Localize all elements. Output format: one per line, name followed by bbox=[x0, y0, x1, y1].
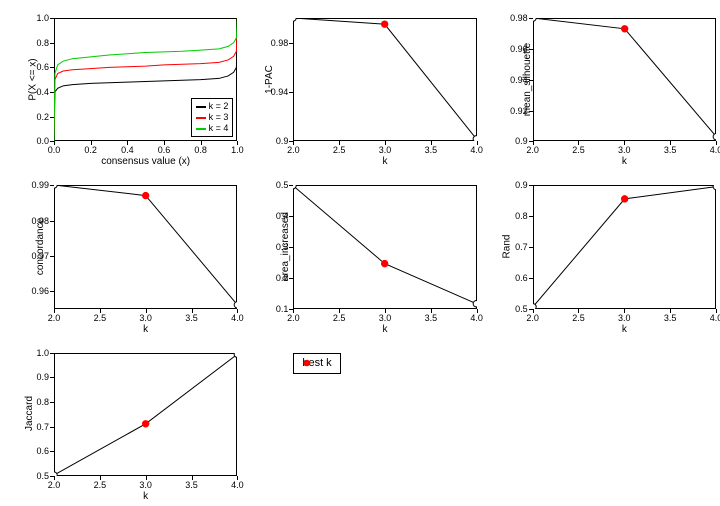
y-axis-label: area_increased bbox=[280, 212, 291, 281]
metric-panel-mean-silhouette: 2.02.53.03.54.00.90.920.940.960.98kmean_… bbox=[489, 10, 720, 171]
ecdf-legend: k = 2k = 3k = 4 bbox=[191, 98, 234, 137]
y-axis-label: mean_silhouette bbox=[522, 42, 533, 115]
x-axis-label: k bbox=[533, 324, 716, 335]
metric-panel-area-increased: 2.02.53.03.54.00.10.20.30.40.5karea_incr… bbox=[249, 177, 482, 338]
x-axis-label: k bbox=[54, 491, 237, 502]
metric-panel-Jaccard: 2.02.53.03.54.00.50.60.70.80.91.0kJaccar… bbox=[10, 345, 243, 506]
best-k-legend-panel: best k bbox=[249, 345, 482, 506]
y-axis-label: concordance bbox=[35, 218, 46, 275]
metric-panel-1-PAC: 2.02.53.03.54.00.90.940.98k1-PAC bbox=[249, 10, 482, 171]
y-axis-label: Rand bbox=[501, 235, 512, 259]
y-axis-label: Jaccard bbox=[24, 396, 35, 431]
y-axis-label: 1-PAC bbox=[264, 65, 275, 94]
chart-grid: 0.00.20.40.60.81.00.00.20.40.60.81.0cons… bbox=[10, 10, 710, 494]
ecdf-panel: 0.00.20.40.60.81.00.00.20.40.60.81.0cons… bbox=[10, 10, 243, 171]
x-axis-label: k bbox=[54, 324, 237, 335]
best-k-legend: best k bbox=[293, 353, 340, 374]
x-axis-label: consensus value (x) bbox=[54, 156, 237, 167]
metric-panel-concordance: 2.02.53.03.54.00.960.970.980.99kconcorda… bbox=[10, 177, 243, 338]
x-axis-label: k bbox=[533, 156, 716, 167]
x-axis-label: k bbox=[293, 324, 476, 335]
x-axis-label: k bbox=[293, 156, 476, 167]
metric-panel-Rand: 2.02.53.03.54.00.50.60.70.80.9kRand bbox=[489, 177, 720, 338]
y-axis-label: P(X <= x) bbox=[28, 58, 39, 100]
